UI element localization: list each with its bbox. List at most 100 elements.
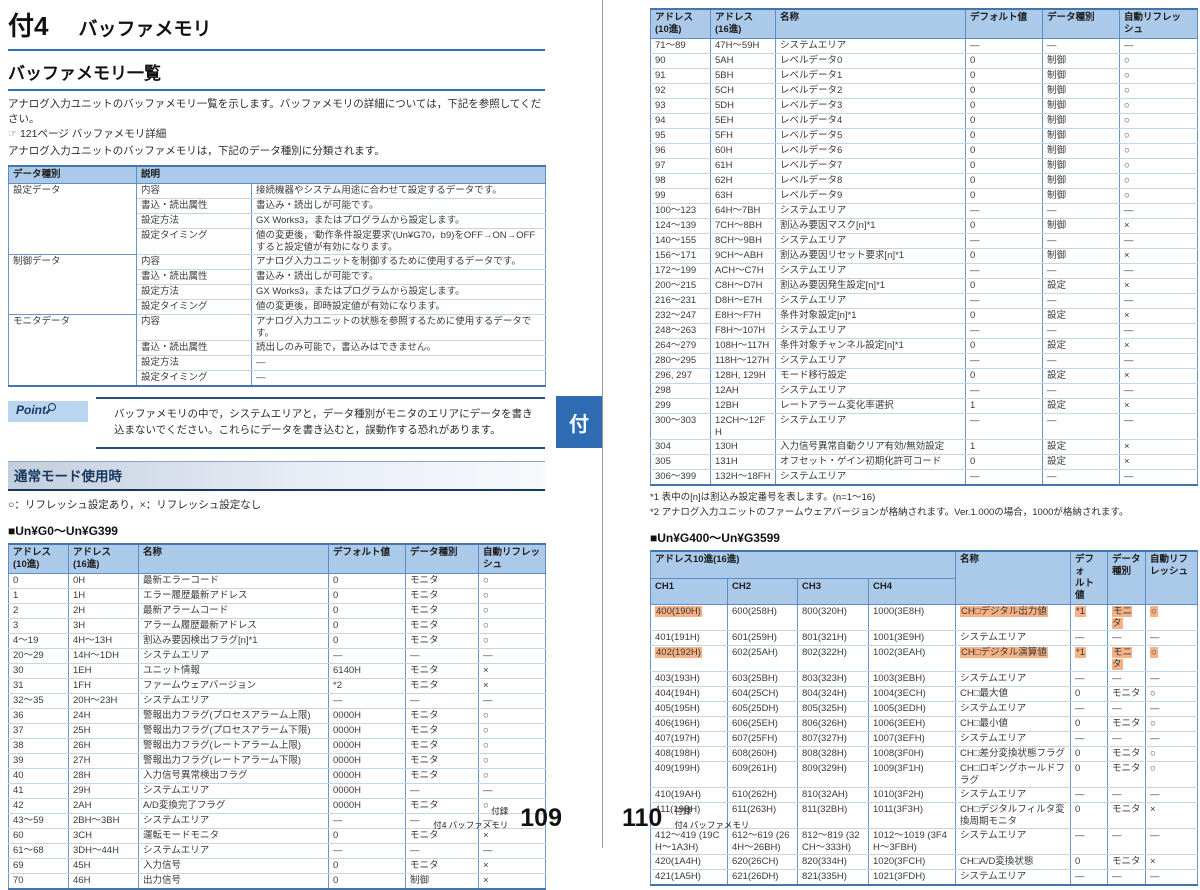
table-cell: 100～123 [650, 203, 711, 219]
table-cell: ○ [1119, 68, 1198, 84]
table-cell: ― [1107, 787, 1147, 803]
table-cell: ― [1145, 731, 1199, 747]
table-cell: 0 [965, 173, 1043, 189]
table-cell: 70 [8, 873, 69, 890]
table-row: 100～123 64H～7BH システムエリア ― ― ― [650, 203, 1198, 219]
table-cell: ― [1042, 38, 1120, 54]
table-cell: 値の変更後，'動作条件設定要求'(Un¥G70，b9)をOFF→ON→OFFする… [250, 228, 547, 255]
table-cell: 406(196H) [650, 716, 728, 732]
table-cell: 108H～117H [710, 338, 776, 354]
table-cell: GX Works3，またはプログラムから設定します。 [250, 284, 547, 300]
table-cell: ― [478, 783, 546, 799]
table-cell: GX Works3，またはプログラムから設定します。 [250, 213, 547, 229]
table-row: 設定データ 内容 接続機器やシステム用途に合わせて設定するデータです。 [8, 183, 547, 255]
table-cell: 4H～13H [68, 633, 139, 649]
table-cell: 421(1A5H) [650, 869, 728, 886]
table-cell: CH□A/D変換状態 [955, 854, 1072, 870]
table-cell: 設定タイミング [136, 228, 252, 255]
table-cell: システムエリア [955, 630, 1072, 646]
table-cell: 299 [650, 398, 711, 414]
table-cell: システムエリア [955, 671, 1072, 687]
table-row: 409(199H) 609(261H) 809(329H) 1009(3F1H) CH□… [650, 761, 1199, 788]
table-cell: 1020(3FCH) [867, 854, 957, 870]
table-cell: ― [328, 843, 406, 859]
table-cell: ― [250, 370, 547, 387]
table-row: 60 3CH 運転モードモニタ 0 モニタ × [8, 828, 546, 844]
table-cell: ― [965, 469, 1043, 486]
table-cell: 602(25AH) [727, 645, 798, 672]
table-cell: 1011(3F3H) [867, 802, 957, 829]
table-cell: システムエリア [138, 648, 329, 664]
table-cell: ― [1107, 869, 1147, 886]
table-cell: 制御 [1042, 98, 1120, 114]
table-cell: 403(193H) [650, 671, 728, 687]
table-cell: 警報出力フラグ(プロセスアラーム下限) [138, 723, 329, 739]
table-cell: 0 [965, 68, 1043, 84]
footer-section: 付録 [674, 806, 692, 817]
table-row: 411(19BH) 611(263H) 811(32BH) 1011(3F3H) CH□… [650, 802, 1199, 829]
table-row: 4～19 4H～13H 割込み要因検出フラグ[n]*1 0 モニタ ○ [8, 633, 546, 649]
table-cell: 172～199 [650, 263, 711, 279]
table-row: 408(198H) 608(260H) 808(328H) 1008(3F0H) CH□… [650, 746, 1199, 762]
table-row: 40 28H 入力信号異常検出フラグ 0000H モニタ ○ [8, 768, 546, 784]
table-cell: モニタ [1107, 604, 1147, 631]
table-row: 410(19AH) 610(262H) 810(32AH) 1010(3F2H) システ… [650, 787, 1199, 803]
table-cell: ― [1119, 413, 1198, 440]
table-row: 299 12BH レートアラーム変化率選択 1 設定 × [650, 398, 1198, 414]
table-cell: ― [1070, 630, 1109, 646]
table-row: 書込・読出属性 読出しのみ可能で，書込みはできません。 [9, 340, 547, 356]
table-cell: ― [1070, 828, 1109, 855]
table-row: 91 5BH レベルデータ1 0 制御 ○ [650, 68, 1198, 84]
table-cell: ― [965, 233, 1043, 249]
column-header-ch3: CH3 [797, 578, 869, 606]
highlighted-value: *1 [1075, 606, 1087, 617]
table-cell: モニタ [405, 588, 479, 604]
table-cell: レベルデータ8 [775, 173, 966, 189]
table-cell: 99 [650, 188, 711, 204]
table-cell: 42 [8, 798, 69, 814]
table-cell: 32～35 [8, 693, 69, 709]
intro-paragraph-2: アナログ入力ユニットのバッファメモリは，下記のデータ種別に分類されます。 [8, 145, 385, 157]
table-cell: 1 [965, 439, 1043, 455]
table-cell: レベルデータ2 [775, 83, 966, 99]
highlighted-value: モニタ [1112, 606, 1133, 629]
table-header-row: データ種別 説明 [8, 166, 547, 184]
table-cell: ― [1107, 671, 1147, 687]
table-cell: 306～399 [650, 469, 711, 486]
table-cell: ○ [1145, 716, 1199, 732]
reference-text: 121ページ バッファメモリ詳細 [19, 128, 167, 140]
table-cell: 402(192H) [650, 645, 728, 672]
table-cell: ― [1042, 413, 1120, 440]
table-cell: 45H [68, 858, 139, 874]
table-cell: 1005(3EDH) [867, 701, 957, 717]
table-cell: 12AH [710, 383, 776, 399]
table-cell: 値の変更後，即時設定値が有効になります。 [250, 299, 547, 315]
table-cell: 232～247 [650, 308, 711, 324]
table-cell: 128H, 129H [710, 368, 776, 384]
table-cell: 3DH～44H [68, 843, 139, 859]
table-cell: 1007(3EFH) [867, 731, 957, 747]
table-cell: モニタ [405, 768, 479, 784]
table-cell: 1003(3EBH) [867, 671, 957, 687]
table-cell: ― [1042, 263, 1120, 279]
cross-reference-link[interactable]: ☞ 121ページ バッファメモリ詳細 [8, 127, 545, 142]
section-title: バッファメモリ一覧 [8, 59, 545, 91]
table-cell: 69 [8, 858, 69, 874]
table-cell: 802(322H) [797, 645, 869, 672]
table-cell: 5DH [710, 98, 776, 114]
table-cell: 割込み要因発生設定[n]*1 [775, 278, 966, 294]
table-cell: モード移行設定 [775, 368, 966, 384]
table-cell: 入力信号 [138, 858, 329, 874]
table-cell: モニタ [405, 858, 479, 874]
table-cell: ユニット情報 [138, 663, 329, 679]
table-cell: 280～295 [650, 353, 711, 369]
table-cell: 書込・読出属性 [136, 198, 252, 214]
table-cell: ○ [478, 738, 546, 754]
table-cell: 割込み要因リセット要求[n]*1 [775, 248, 966, 264]
table-cell: 1012～1019 (3F4H～3FBH) [867, 828, 957, 855]
table-cell: 0 [328, 873, 406, 890]
column-header-ch4: CH4 [867, 578, 957, 606]
table-cell: ○ [1119, 113, 1198, 129]
table-cell: 書込み・読出しが可能です。 [250, 198, 547, 214]
table-header-row: アドレス (10進) アドレス (16進) 名称 デフォルト値 データ種別 自動… [650, 9, 1198, 39]
